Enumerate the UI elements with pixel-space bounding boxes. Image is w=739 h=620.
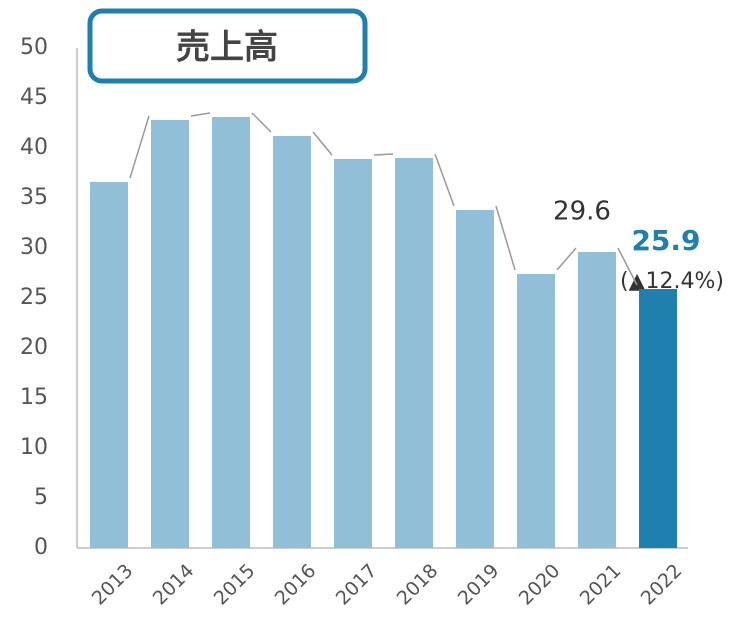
bar: [395, 158, 433, 548]
bar: [639, 289, 677, 548]
bar: [151, 120, 189, 548]
data-label: 29.6: [553, 197, 611, 227]
connector: [617, 247, 638, 286]
x-tick-label: 2020: [515, 560, 565, 610]
y-tick-label: 20: [20, 335, 48, 360]
connector: [373, 153, 394, 156]
x-tick-label: 2016: [271, 560, 321, 610]
chart-title: 売上高: [176, 28, 278, 68]
x-tick-label: 2018: [393, 560, 443, 610]
bar: [273, 136, 311, 548]
x-tick-label: 2015: [210, 560, 260, 610]
y-tick-label: 15: [20, 385, 48, 410]
x-tick-label: 2019: [454, 560, 504, 610]
connector: [129, 115, 150, 179]
y-tick-label: 0: [34, 535, 48, 560]
connector: [434, 153, 455, 207]
y-tick-label: 35: [20, 185, 48, 210]
connector: [251, 112, 272, 133]
connector: [556, 247, 577, 271]
y-tick-label: 30: [20, 235, 48, 260]
bar: [90, 182, 128, 548]
y-tick-label: 40: [20, 135, 48, 160]
connector: [190, 112, 211, 117]
title-box: [87, 8, 368, 84]
bar: [456, 210, 494, 548]
bar: [578, 252, 616, 548]
x-tick-label: 2021: [576, 560, 626, 610]
y-tick-label: 50: [20, 35, 48, 60]
connector: [495, 205, 516, 271]
bar: [517, 274, 555, 548]
connector: [312, 131, 333, 156]
y-tick-label: 25: [20, 285, 48, 310]
bar: [334, 159, 372, 548]
x-tick-label: 2022: [637, 560, 687, 610]
bar: [212, 117, 250, 548]
y-tick-label: 5: [34, 485, 48, 510]
data-label: 25.9: [631, 224, 700, 257]
x-tick-label: 2013: [88, 560, 138, 610]
x-tick-label: 2017: [332, 560, 382, 610]
x-tick-label: 2014: [149, 560, 199, 610]
y-tick-label: 45: [20, 85, 48, 110]
y-tick-label: 10: [20, 435, 48, 460]
